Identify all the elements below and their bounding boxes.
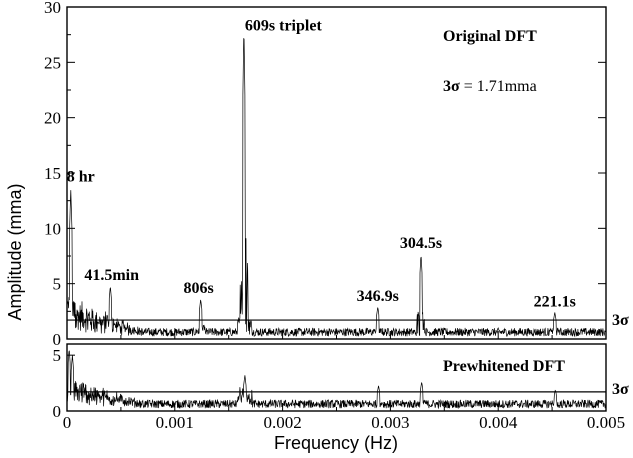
x-tick-label: 0.001 bbox=[156, 413, 194, 432]
top-peak-labels: 8 hr 41.5min 806s 609s triplet 346.9s 304.5s 2… bbox=[67, 18, 576, 311]
bottom-panel: 05 Prewhitened DFT 3σ bbox=[53, 343, 629, 421]
x-axis-label: Frequency (Hz) bbox=[274, 433, 398, 453]
x-tick-label: 0.004 bbox=[479, 413, 518, 432]
top-spectrum-line bbox=[66, 38, 607, 338]
y-axis-label: Amplitude (mma) bbox=[5, 183, 25, 320]
peak-label: 304.5s bbox=[400, 235, 442, 252]
top-y-tick-label: 15 bbox=[44, 164, 61, 183]
sigma-annotation-value: = 1.71mma bbox=[460, 78, 537, 95]
bottom-threshold-label: 3σ bbox=[612, 381, 629, 398]
top-y-tick-label: 5 bbox=[53, 275, 62, 294]
top-y-tick-label: 25 bbox=[44, 53, 61, 72]
x-tick-label: 0.005 bbox=[587, 413, 625, 432]
top-y-tick-label: 30 bbox=[44, 0, 61, 17]
top-y-tick-label: 20 bbox=[44, 109, 61, 128]
peak-label: 609s triplet bbox=[245, 18, 323, 35]
top-panel-title: Original DFT bbox=[443, 28, 537, 45]
bottom-panel-title: Prewhitened DFT bbox=[443, 358, 565, 375]
x-tick-label: 0.002 bbox=[263, 413, 301, 432]
top-y-ticks: 0 5 10 15 20 25 30 bbox=[44, 0, 606, 349]
x-tick-label: 0.003 bbox=[371, 413, 409, 432]
x-axis-ticks: 0 0.001 0.002 0.003 0.004 0.005 bbox=[63, 331, 625, 432]
peak-label: 346.9s bbox=[357, 288, 399, 305]
top-y-tick-label: 10 bbox=[44, 219, 61, 238]
top-threshold-label: 3σ bbox=[612, 312, 629, 329]
bottom-y-ticks: 05 bbox=[53, 346, 75, 421]
peak-label: 41.5min bbox=[84, 267, 139, 284]
sigma-annotation: 3σ = 1.71mma bbox=[443, 78, 537, 95]
top-panel: 0 5 10 15 20 25 30 8 hr 41.5min 806s 609s triplet… bbox=[44, 0, 629, 349]
sigma-annotation-prefix: 3σ bbox=[443, 78, 460, 95]
bottom-y-tick-label: 0 bbox=[53, 402, 62, 421]
x-tick-label: 0 bbox=[63, 413, 72, 432]
top-plot-frame bbox=[66, 6, 607, 340]
peak-label: 221.1s bbox=[534, 293, 576, 310]
bottom-y-tick-label: 5 bbox=[53, 346, 62, 365]
peak-label: 8 hr bbox=[67, 168, 95, 185]
bottom-spectrum-line bbox=[66, 350, 607, 410]
top-y-tick-label: 0 bbox=[53, 330, 62, 349]
peak-label: 806s bbox=[184, 280, 214, 297]
